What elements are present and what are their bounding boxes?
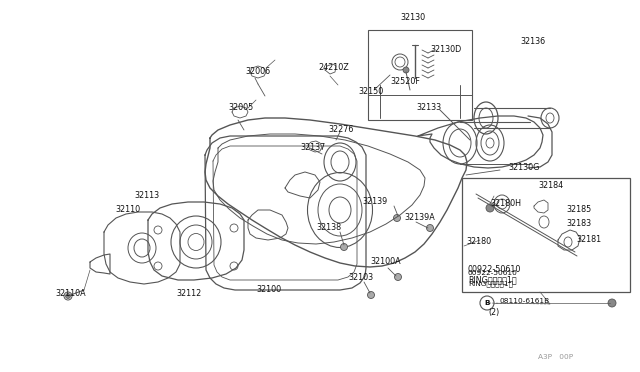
Bar (462, 178, 630, 292)
Text: 32276: 32276 (328, 125, 353, 135)
Bar (368, 30, 472, 120)
Text: 32130: 32130 (400, 13, 425, 22)
Circle shape (340, 244, 348, 250)
Text: 32103: 32103 (348, 273, 373, 282)
Circle shape (367, 292, 374, 298)
Text: (2): (2) (488, 308, 499, 317)
Text: 32180H: 32180H (490, 199, 521, 208)
Text: 32133: 32133 (416, 103, 441, 112)
Text: 00922-50610: 00922-50610 (468, 270, 518, 276)
Text: RINGリング（1）: RINGリング（1） (468, 276, 516, 285)
Text: 32100A: 32100A (370, 257, 401, 266)
Text: 32110: 32110 (115, 205, 140, 215)
Text: 32183: 32183 (566, 219, 591, 228)
Text: 32184: 32184 (538, 182, 563, 190)
Text: 32112: 32112 (176, 289, 201, 298)
Circle shape (65, 294, 70, 298)
Text: 24210Z: 24210Z (318, 64, 349, 73)
Text: 32136: 32136 (520, 38, 545, 46)
Text: 32137: 32137 (300, 144, 325, 153)
Circle shape (403, 67, 409, 73)
Text: RINGリング（1）: RINGリング（1） (468, 280, 513, 286)
Text: 32005: 32005 (228, 103, 253, 112)
Text: 32113: 32113 (134, 192, 159, 201)
Circle shape (486, 204, 494, 212)
Circle shape (608, 299, 616, 307)
Text: 32110A: 32110A (55, 289, 86, 298)
Text: 32150: 32150 (358, 87, 383, 96)
Text: 32100: 32100 (256, 285, 281, 295)
Text: B: B (484, 300, 490, 306)
Circle shape (394, 215, 401, 221)
Text: 32130D: 32130D (430, 45, 461, 55)
Text: 32181: 32181 (576, 235, 601, 244)
Text: 32180: 32180 (466, 237, 491, 247)
Text: 32139A: 32139A (404, 214, 435, 222)
Text: 32139: 32139 (362, 198, 387, 206)
Circle shape (426, 224, 433, 231)
Text: 08110-6161B: 08110-6161B (499, 298, 549, 304)
Text: 32520F: 32520F (390, 77, 420, 87)
Text: A3P   00P: A3P 00P (538, 354, 573, 360)
Text: 32006: 32006 (245, 67, 270, 77)
Text: 00922-50610: 00922-50610 (468, 266, 522, 275)
Text: 32185: 32185 (566, 205, 591, 215)
Circle shape (394, 273, 401, 280)
Text: 32138: 32138 (316, 224, 341, 232)
Text: 32130G: 32130G (508, 164, 540, 173)
